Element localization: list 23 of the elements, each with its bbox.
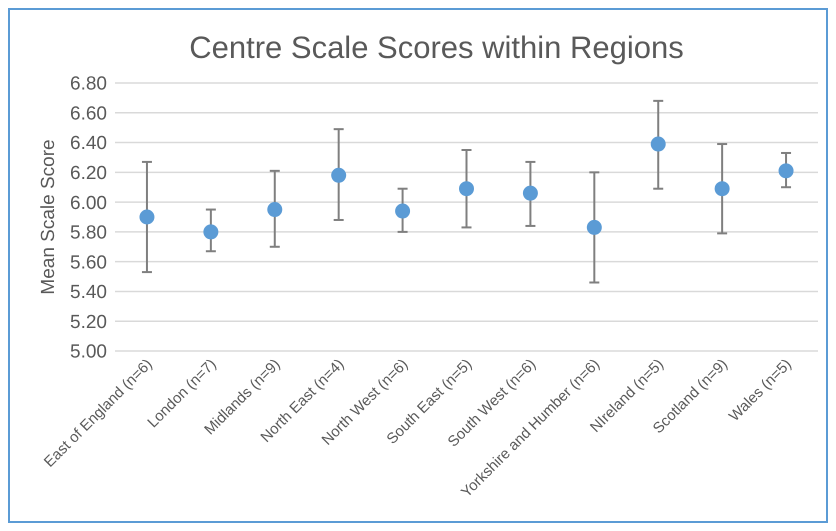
y-tick-label: 5.40 (70, 282, 107, 304)
point (395, 204, 410, 219)
point (714, 181, 730, 196)
chart-title: Centre Scale Scores within Regions (189, 30, 684, 65)
point (586, 220, 602, 235)
y-tick-label: 5.60 (70, 252, 107, 274)
y-tick-label: 6.80 (70, 74, 107, 95)
y-tick-label: 5.20 (70, 312, 107, 333)
y-tick-label: 5.00 (70, 342, 107, 363)
point (139, 210, 154, 224)
point (459, 181, 474, 196)
y-tick-label: 6.60 (70, 103, 107, 124)
point (778, 163, 794, 178)
y-tick-label: 6.20 (70, 162, 107, 184)
y-tick-label: 5.80 (70, 222, 107, 244)
point (203, 224, 218, 240)
y-tick-label: 6.40 (70, 133, 107, 154)
point (331, 168, 346, 183)
point (522, 186, 538, 201)
point (650, 136, 666, 152)
y-tick-label: 6.00 (70, 192, 107, 214)
point (267, 202, 282, 218)
y-axis-title: Mean Scale Score (38, 139, 59, 295)
